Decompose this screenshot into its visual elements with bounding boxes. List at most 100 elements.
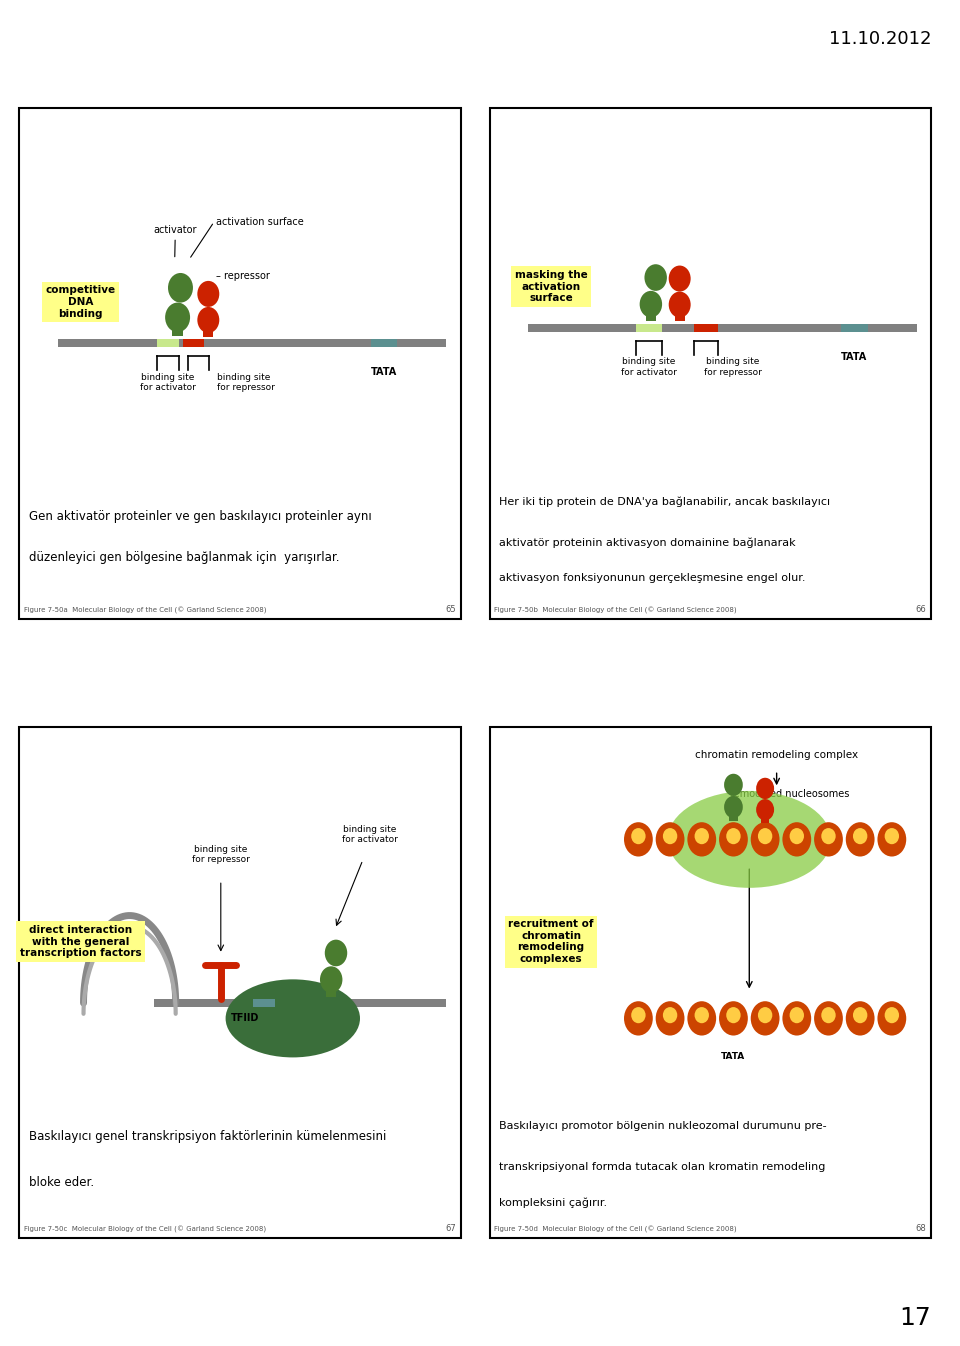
Ellipse shape — [662, 1007, 678, 1023]
Text: düzenleyici gen bölgesine bağlanmak için  yarışırlar.: düzenleyici gen bölgesine bağlanmak için… — [29, 552, 339, 564]
Text: binding site
for activator: binding site for activator — [621, 357, 677, 377]
Text: activator: activator — [154, 225, 197, 257]
Text: Baskılayıcı promotor bölgenin nukleozomal durumunu pre-: Baskılayıcı promotor bölgenin nukleozoma… — [499, 1121, 827, 1131]
FancyBboxPatch shape — [694, 323, 718, 331]
FancyBboxPatch shape — [253, 999, 275, 1007]
Text: TATA: TATA — [371, 367, 397, 377]
Text: masking the
activation
surface: masking the activation surface — [515, 271, 588, 303]
Text: binding site
for activator: binding site for activator — [342, 825, 397, 844]
Ellipse shape — [656, 1001, 684, 1035]
Text: binding site
for repressor: binding site for repressor — [704, 357, 761, 377]
Ellipse shape — [821, 1007, 835, 1023]
Text: transkripsiyonal formda tutacak olan kromatin remodeling: transkripsiyonal formda tutacak olan kro… — [499, 1162, 826, 1172]
Ellipse shape — [669, 292, 690, 318]
Text: binding site
for activator: binding site for activator — [140, 373, 196, 392]
Text: TFIID: TFIID — [230, 1014, 259, 1023]
Text: chromatin remodeling complex: chromatin remodeling complex — [695, 750, 858, 760]
Ellipse shape — [719, 1001, 748, 1035]
Ellipse shape — [821, 828, 835, 844]
Ellipse shape — [756, 800, 774, 820]
Ellipse shape — [758, 828, 772, 844]
FancyBboxPatch shape — [761, 802, 769, 824]
Ellipse shape — [695, 828, 709, 844]
Ellipse shape — [632, 1007, 646, 1023]
Text: aktivasyon fonksiyonunun gerçekleşmesine engel olur.: aktivasyon fonksiyonunun gerçekleşmesine… — [499, 573, 805, 583]
Ellipse shape — [324, 940, 348, 966]
FancyBboxPatch shape — [646, 295, 656, 322]
Text: 66: 66 — [916, 604, 926, 614]
Ellipse shape — [782, 822, 811, 856]
Text: Her iki tip protein de DNA'ya bağlanabilir, ancak baskılayıcı: Her iki tip protein de DNA'ya bağlanabil… — [499, 497, 830, 507]
Text: Figure 7-50d  Molecular Biology of the Cell (© Garland Science 2008): Figure 7-50d Molecular Biology of the Ce… — [494, 1226, 737, 1233]
FancyBboxPatch shape — [154, 999, 446, 1007]
Text: Figure 7-50b  Molecular Biology of the Cell (© Garland Science 2008): Figure 7-50b Molecular Biology of the Ce… — [494, 607, 737, 614]
Text: kompleksini çağırır.: kompleksini çağırır. — [499, 1197, 608, 1207]
Ellipse shape — [644, 264, 667, 291]
Text: recruitment of
chromatin
remodeling
complexes: recruitment of chromatin remodeling comp… — [508, 919, 594, 964]
Ellipse shape — [624, 1001, 653, 1035]
FancyBboxPatch shape — [730, 800, 738, 821]
Ellipse shape — [789, 828, 804, 844]
Text: competitive
DNA
binding: competitive DNA binding — [45, 285, 116, 319]
Ellipse shape — [885, 1007, 900, 1023]
Ellipse shape — [852, 828, 868, 844]
Text: 65: 65 — [445, 604, 456, 614]
FancyBboxPatch shape — [183, 339, 204, 347]
Text: direct interaction
with the general
transcription factors: direct interaction with the general tran… — [20, 925, 141, 958]
FancyBboxPatch shape — [371, 339, 397, 347]
Text: 11.10.2012: 11.10.2012 — [828, 30, 931, 47]
Ellipse shape — [751, 1001, 780, 1035]
Text: remodeled nucleosomes: remodeled nucleosomes — [731, 789, 850, 800]
Text: Figure 7-50a  Molecular Biology of the Cell (© Garland Science 2008): Figure 7-50a Molecular Biology of the Ce… — [24, 607, 267, 614]
Text: Gen aktivatör proteinler ve gen baskılayıcı proteinler aynı: Gen aktivatör proteinler ve gen baskılay… — [29, 510, 372, 524]
Ellipse shape — [320, 966, 343, 993]
FancyBboxPatch shape — [19, 108, 461, 619]
Ellipse shape — [726, 1007, 741, 1023]
Text: – repressor: – repressor — [216, 271, 270, 281]
Ellipse shape — [756, 778, 774, 800]
Text: 17: 17 — [900, 1306, 931, 1330]
Ellipse shape — [877, 1001, 906, 1035]
FancyBboxPatch shape — [157, 339, 179, 347]
Ellipse shape — [168, 273, 193, 303]
Ellipse shape — [814, 1001, 843, 1035]
Ellipse shape — [198, 281, 219, 307]
Text: 67: 67 — [445, 1224, 456, 1233]
Ellipse shape — [846, 822, 875, 856]
FancyBboxPatch shape — [490, 108, 931, 619]
Ellipse shape — [656, 822, 684, 856]
Text: binding site
for repressor: binding site for repressor — [217, 373, 275, 392]
FancyBboxPatch shape — [636, 323, 662, 331]
Text: TATA: TATA — [721, 1053, 746, 1061]
Ellipse shape — [846, 1001, 875, 1035]
FancyBboxPatch shape — [19, 727, 461, 1238]
Ellipse shape — [724, 795, 743, 818]
Text: Baskılayıcı genel transkripsiyon faktörlerinin kümelenmesini: Baskılayıcı genel transkripsiyon faktörl… — [29, 1129, 386, 1143]
FancyBboxPatch shape — [204, 311, 213, 336]
FancyBboxPatch shape — [490, 727, 931, 1238]
Text: bloke eder.: bloke eder. — [29, 1175, 94, 1189]
Ellipse shape — [782, 1001, 811, 1035]
Ellipse shape — [877, 822, 906, 856]
Ellipse shape — [639, 291, 662, 318]
Ellipse shape — [165, 303, 190, 332]
Text: aktivatör proteinin aktivasyon domainine bağlanarak: aktivatör proteinin aktivasyon domainine… — [499, 537, 796, 548]
FancyBboxPatch shape — [675, 295, 684, 322]
Ellipse shape — [198, 307, 219, 332]
Ellipse shape — [719, 822, 748, 856]
Ellipse shape — [789, 1007, 804, 1023]
Text: Figure 7-50c  Molecular Biology of the Cell (© Garland Science 2008): Figure 7-50c Molecular Biology of the Ce… — [24, 1226, 266, 1233]
Ellipse shape — [662, 828, 678, 844]
Ellipse shape — [668, 791, 831, 888]
Ellipse shape — [726, 828, 741, 844]
Ellipse shape — [624, 822, 653, 856]
Ellipse shape — [724, 774, 743, 795]
Text: 68: 68 — [916, 1224, 926, 1233]
FancyBboxPatch shape — [58, 339, 446, 347]
Ellipse shape — [751, 822, 780, 856]
Ellipse shape — [758, 1007, 772, 1023]
Ellipse shape — [226, 980, 360, 1058]
FancyBboxPatch shape — [172, 307, 183, 336]
FancyBboxPatch shape — [841, 323, 868, 331]
Ellipse shape — [885, 828, 900, 844]
